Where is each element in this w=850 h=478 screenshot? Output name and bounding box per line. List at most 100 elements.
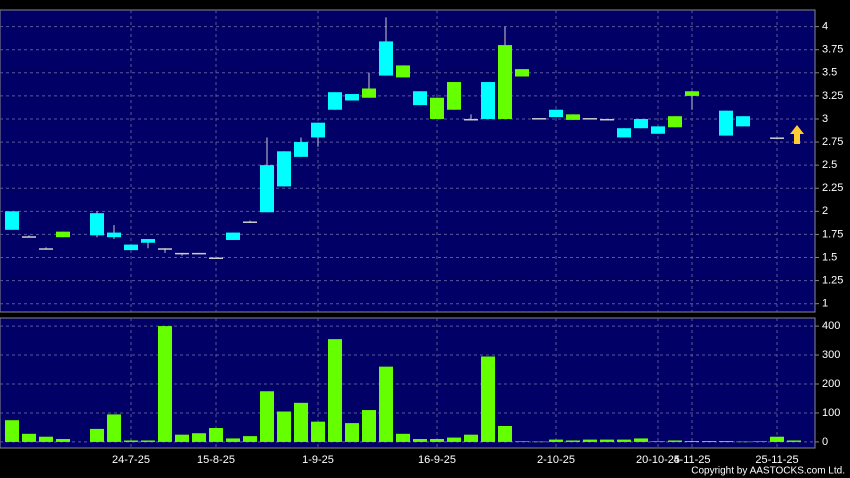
volume-bar <box>107 414 121 442</box>
volume-bar <box>158 326 172 442</box>
price-panel <box>0 9 816 313</box>
y-tick-label: 3.25 <box>822 90 843 102</box>
x-tick-label: 25-11-25 <box>755 454 798 466</box>
volume-bar <box>328 339 342 442</box>
y-tick-label: 2.5 <box>822 159 837 171</box>
candle-body <box>328 92 342 110</box>
candle-body <box>311 122 325 138</box>
y-tick-label: 200 <box>822 378 840 390</box>
volume-bar <box>362 410 376 442</box>
volume-bar <box>634 438 648 442</box>
volume-bar <box>209 428 223 442</box>
candle-body <box>515 69 529 77</box>
volume-bar <box>583 439 597 442</box>
volume-bar <box>702 441 716 442</box>
y-tick-label: 3.75 <box>822 44 843 56</box>
x-tick-label: 2-10-25 <box>537 454 575 466</box>
y-tick-label: 1.5 <box>822 251 837 263</box>
volume-bar <box>5 420 19 442</box>
volume-bar <box>396 433 410 442</box>
volume-bar <box>736 441 750 443</box>
y-tick-label: 400 <box>822 320 840 332</box>
candle-body <box>532 118 546 120</box>
y-tick-label: 2.75 <box>822 136 843 148</box>
candle-body <box>430 97 444 119</box>
candle-body <box>447 82 461 110</box>
candle-body <box>634 118 648 129</box>
candle-body <box>243 221 257 223</box>
volume-bar <box>651 441 665 442</box>
candle-body <box>481 82 495 119</box>
candle-body <box>498 45 512 119</box>
volume-bar <box>243 436 257 442</box>
volume-bar <box>464 434 478 442</box>
volume-bar <box>498 425 512 442</box>
candle-body <box>5 211 19 230</box>
y-tick-label: 1.75 <box>822 228 843 240</box>
volume-bar <box>685 441 699 442</box>
candle-body <box>56 231 70 238</box>
candle-body <box>719 110 733 136</box>
x-tick-label: 16-9-25 <box>418 454 456 466</box>
y-tick-label: 1.25 <box>822 275 843 287</box>
volume-bar <box>753 441 767 442</box>
candle-body <box>175 252 189 255</box>
candle-body <box>124 244 138 251</box>
candle-body <box>362 88 376 98</box>
candle-body <box>209 257 223 260</box>
volume-bar <box>481 356 495 442</box>
candle-body <box>685 91 699 96</box>
candle-body <box>464 118 478 121</box>
y-tick-label: 100 <box>822 407 840 419</box>
volume-bar <box>39 436 53 442</box>
candle-body <box>617 128 631 138</box>
candle-body <box>141 239 155 243</box>
candle-body <box>158 248 172 250</box>
volume-bar <box>566 440 580 442</box>
volume-bar <box>515 441 529 442</box>
candle-body <box>600 118 614 121</box>
y-tick-label: 4 <box>822 21 828 33</box>
volume-bar <box>770 436 784 442</box>
volume-bar <box>294 402 308 442</box>
x-tick-label: 24-7-25 <box>112 454 150 466</box>
y-tick-label: 0 <box>822 436 828 448</box>
volume-bar <box>447 437 461 442</box>
volume-bar <box>192 433 206 442</box>
volume-bar <box>226 438 240 442</box>
volume-bar <box>600 439 614 442</box>
volume-bar <box>311 421 325 442</box>
y-tick-label: 300 <box>822 349 840 361</box>
candle-body <box>549 109 563 118</box>
y-tick-label: 2.25 <box>822 182 843 194</box>
candle-body <box>566 114 580 120</box>
volume-bar <box>719 441 733 442</box>
y-tick-label: 3.5 <box>822 67 837 79</box>
candle-body <box>22 236 36 238</box>
volume-bar <box>413 439 427 442</box>
volume-bar <box>617 439 631 442</box>
volume-panel <box>0 317 816 449</box>
volume-bar <box>90 428 104 442</box>
candle-body <box>770 137 784 139</box>
candle-body <box>107 232 121 238</box>
candle-body <box>651 126 665 134</box>
candle-body <box>583 118 597 120</box>
candle-body <box>260 165 274 213</box>
volume-bar <box>345 423 359 442</box>
candle-body <box>413 91 427 106</box>
volume-bar <box>141 440 155 442</box>
candle-body <box>345 94 359 101</box>
volume-bar <box>56 439 70 442</box>
volume-bar <box>379 366 393 442</box>
volume-bar <box>277 411 291 442</box>
y-tick-label: 1 <box>822 298 828 310</box>
volume-bar <box>260 391 274 442</box>
volume-bar <box>549 439 563 442</box>
candle-body <box>668 116 682 128</box>
y-tick-label: 2 <box>822 205 828 217</box>
volume-bar <box>787 440 801 442</box>
candle-body <box>396 65 410 78</box>
